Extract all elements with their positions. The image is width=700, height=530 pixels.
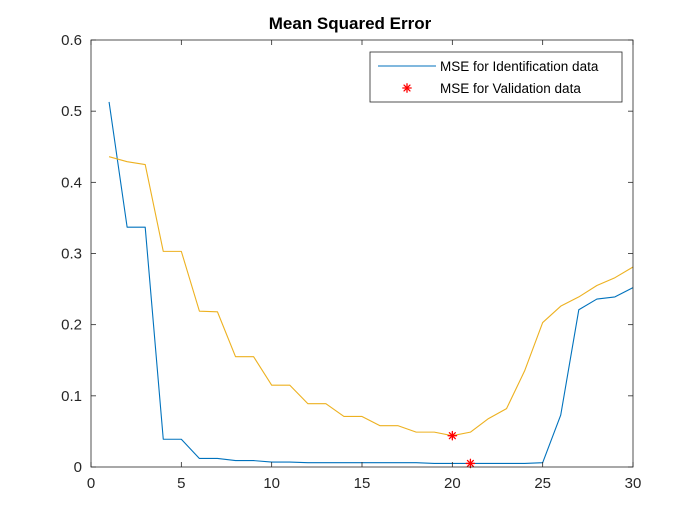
x-tick-label: 20 bbox=[444, 475, 461, 492]
y-tick-label: 0.2 bbox=[61, 317, 82, 334]
series-line-0 bbox=[108, 101, 634, 464]
x-tick-label: 0 bbox=[87, 475, 95, 492]
legend-box bbox=[369, 51, 623, 103]
y-tick-label: 0.1 bbox=[61, 388, 82, 405]
axes-layer: 0 5 10 15 20 25 30 0 0.1 0.2 0.3 0.4 0.5 0.6 bbox=[61, 32, 641, 492]
legend-label: MSE for Identification data bbox=[440, 59, 599, 74]
validation-marker-1 bbox=[465, 458, 476, 469]
y-tick-label: 0.5 bbox=[61, 103, 82, 120]
x-tick-label: 25 bbox=[534, 475, 551, 492]
series-layer bbox=[108, 101, 634, 469]
y-tick-label: 0 bbox=[74, 459, 82, 476]
x-tick-label: 10 bbox=[263, 475, 280, 492]
legend-label: MSE for Validation data bbox=[440, 81, 581, 96]
validation-marker-0 bbox=[447, 430, 458, 441]
plot-area bbox=[91, 40, 633, 467]
y-tick-label: 0.6 bbox=[61, 32, 82, 49]
series-line-1 bbox=[108, 156, 634, 437]
chart-title: Mean Squared Error bbox=[268, 14, 432, 33]
x-tick-label: 15 bbox=[354, 475, 371, 492]
x-tick-label: 30 bbox=[625, 475, 642, 492]
legend: MSE for Identification data MSE for Valid… bbox=[369, 51, 623, 103]
y-tick-label: 0.3 bbox=[61, 246, 82, 263]
x-tick-label: 5 bbox=[177, 475, 185, 492]
legend-swatch-marker bbox=[402, 83, 412, 93]
y-tick-label: 0.4 bbox=[61, 174, 82, 191]
